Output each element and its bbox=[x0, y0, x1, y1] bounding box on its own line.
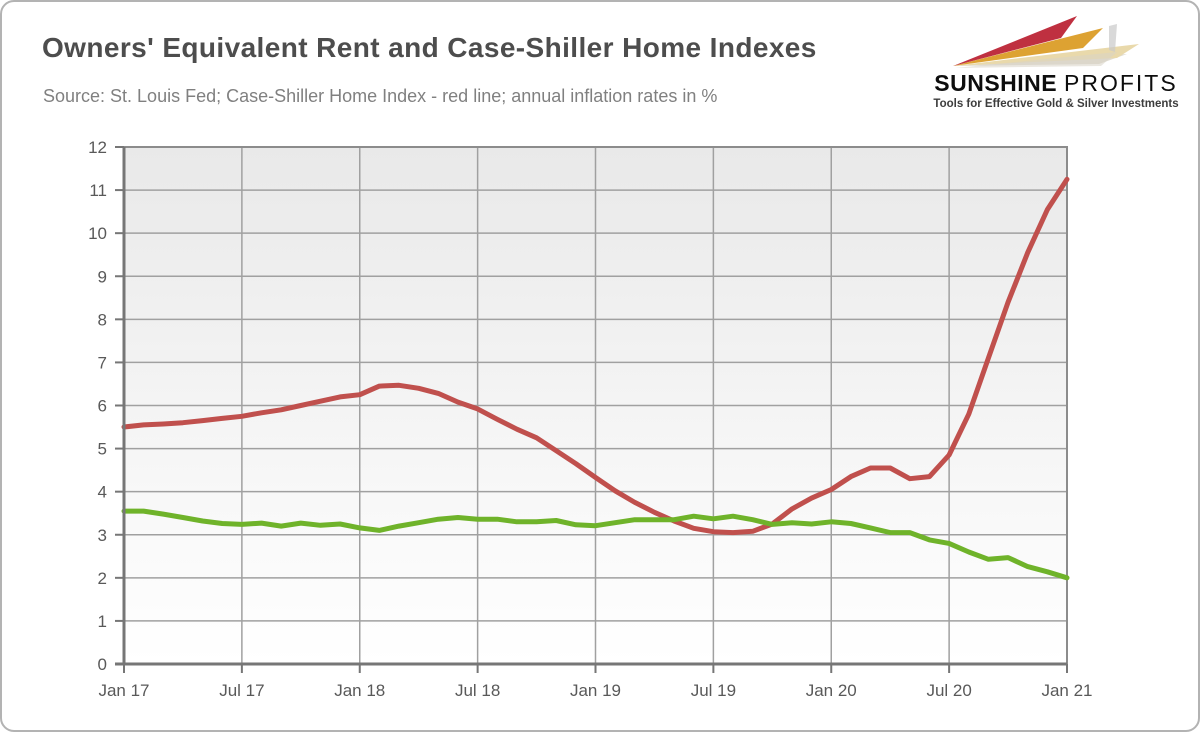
y-tick-label: 8 bbox=[98, 310, 107, 329]
x-tick-label: Jul 18 bbox=[455, 681, 500, 700]
x-tick-label: Jul 17 bbox=[219, 681, 264, 700]
sunshine-profits-logo: SUNSHINE PROFITS Tools for Effective Gol… bbox=[930, 14, 1182, 124]
logo-name: SUNSHINE PROFITS bbox=[930, 70, 1182, 97]
y-tick-label: 10 bbox=[88, 224, 107, 243]
y-tick-label: 6 bbox=[98, 397, 107, 416]
x-tick-label: Jan 20 bbox=[806, 681, 857, 700]
y-tick-label: 7 bbox=[98, 353, 107, 372]
y-tick-label: 0 bbox=[98, 655, 107, 674]
tick-marks bbox=[115, 146, 1068, 673]
y-tick-label: 4 bbox=[98, 483, 107, 502]
x-tick-label: Jan 21 bbox=[1041, 681, 1092, 700]
chart-title: Owners' Equivalent Rent and Case-Shiller… bbox=[42, 32, 817, 63]
x-tick-label: Jan 17 bbox=[98, 681, 149, 700]
x-tick-label: Jul 19 bbox=[691, 681, 736, 700]
y-tick-label: 9 bbox=[98, 267, 107, 286]
y-tick-label: 11 bbox=[89, 181, 107, 200]
x-tick-label: Jan 18 bbox=[334, 681, 385, 700]
x-tick-label: Jul 20 bbox=[926, 681, 971, 700]
chart-subtitle: Source: St. Louis Fed; Case-Shiller Home… bbox=[43, 86, 718, 106]
y-tick-label: 12 bbox=[88, 138, 107, 157]
case-shiller-line bbox=[121, 176, 1070, 536]
logo-name-secondary: PROFITS bbox=[1064, 70, 1178, 96]
y-tick-label: 2 bbox=[98, 569, 107, 588]
x-tick-labels: Jan 17 Jul 17 Jan 18 Jul 18 Jan 19 Jul 19 Jan … bbox=[98, 681, 1092, 700]
logo-tagline: Tools for Effective Gold & Silver Invest… bbox=[933, 98, 1179, 110]
y-tick-label: 5 bbox=[98, 440, 107, 459]
logo-arrows-icon bbox=[953, 16, 1139, 68]
x-tick-label: Jan 19 bbox=[570, 681, 621, 700]
logo-name-primary: SUNSHINE bbox=[934, 70, 1058, 96]
y-tick-label: 1 bbox=[98, 612, 107, 631]
oer-line bbox=[121, 508, 1070, 581]
y-tick-label: 3 bbox=[98, 526, 107, 545]
